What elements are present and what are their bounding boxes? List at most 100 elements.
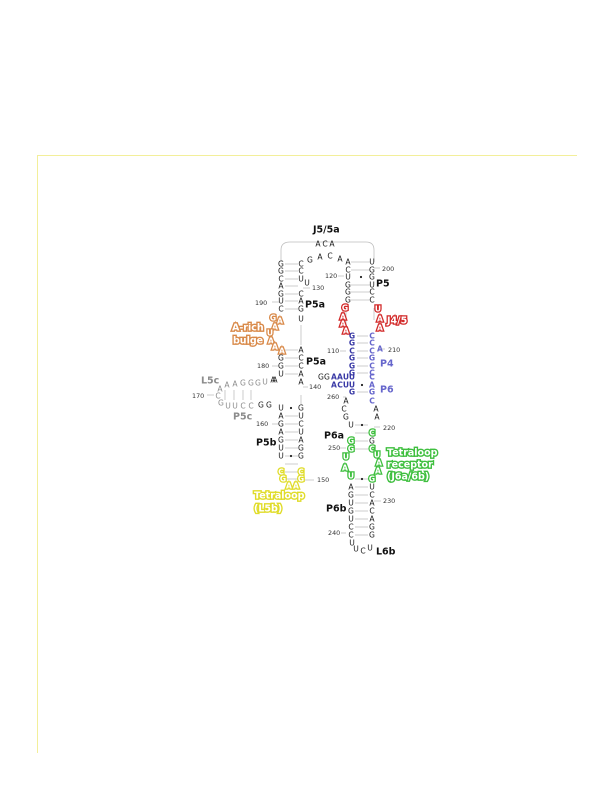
nucleotide-p6-l2: G	[324, 373, 330, 382]
nucleotide-p4-r7: A	[377, 345, 383, 354]
label-tetraloop-receptor-line3: (J6a/6b)	[387, 472, 429, 483]
nucleotide-tl-5: G	[298, 475, 304, 484]
nucleotide-p4-l1: G	[349, 332, 355, 341]
nucleotide-j45-r1: U	[375, 305, 381, 314]
label-tetraloop-line2: (L5b)	[254, 504, 282, 515]
nucleotide-p4-r3: C	[369, 347, 375, 356]
nucleotide-p5c-3: C	[240, 402, 245, 411]
nucleotide-j45-l1: G	[342, 304, 348, 313]
nucleotide-p5-l1: A	[345, 258, 351, 267]
nucleotide-p6b-l6: C	[348, 523, 353, 532]
nucleotide-p6-m2: C	[337, 381, 343, 390]
nucleotide-p5b-l6: U	[278, 444, 284, 453]
page-frame	[37, 155, 577, 753]
nucleotide-p6-m4: U	[349, 381, 355, 390]
nucleotide-tr-7: C	[369, 445, 375, 454]
nucleotide-p5c-4: C	[248, 402, 253, 411]
nucleotide-p6b-r5: A	[369, 515, 375, 524]
nucleotide-j55a-3: A	[329, 240, 335, 249]
nucleotide-p6b-l7: C	[348, 531, 353, 540]
label-p5a-top: P5a	[305, 300, 325, 311]
nucleotide-ar-5: A	[268, 337, 274, 346]
number-ticks	[207, 267, 385, 534]
nucleotide-p6-r2: A	[369, 381, 375, 390]
nucleotide-p5b-r5: A	[298, 436, 304, 445]
nucleotide-tr-4: A	[342, 464, 348, 473]
residue-number-210: 210	[388, 346, 400, 354]
nucleotide-j55a-2: C	[322, 240, 327, 249]
residue-number-250: 250	[328, 444, 340, 452]
residue-number-120: 120	[325, 272, 337, 280]
residue-number-110: 110	[327, 347, 339, 355]
nucleotide-p6-r3: G	[369, 388, 375, 397]
residue-number-230: 230	[383, 497, 395, 505]
nucleotide-p6b-r6: G	[369, 523, 375, 532]
nucleotide-p5-l5: G	[345, 288, 351, 297]
nucleotide-p5-l6: G	[345, 296, 351, 305]
nucleotide-l5c-8: A	[270, 376, 276, 385]
nucleotide-ar-1: G	[270, 314, 276, 323]
nucleotide-j45-r3: A	[377, 324, 383, 333]
nucleotide-p5a-l2: G	[278, 267, 284, 276]
nucleotide-p4-l3: C	[349, 347, 355, 356]
nucleotide-p6b-l4: G	[348, 507, 354, 516]
nucleotide-l6b-3: C	[360, 547, 365, 556]
label-l6b: L6b	[376, 547, 396, 558]
nucleotide-p6b-l3: U	[348, 499, 354, 508]
nucleotide-p4-r2: C	[369, 339, 375, 348]
nucleotide-p5a-r2: C	[298, 267, 303, 276]
nucleotide-p5a2-r5: A	[298, 378, 304, 387]
nucleotide-ar-6: A	[272, 343, 278, 352]
nucleotide-p5a2-l2: G	[278, 362, 284, 371]
nucleotide-p5-r5: C	[369, 288, 374, 297]
nucleotide-p6-m1: A	[331, 381, 337, 390]
nucleotide-p5a-l4: A	[278, 282, 284, 291]
residue-number-170: 170	[192, 392, 204, 400]
nucleotide-top-2: A	[317, 253, 323, 262]
nucleotide-p5b-r4: U	[298, 428, 304, 437]
nucleotide-l5c-6: G	[255, 379, 261, 388]
nucleotide-p6b-r2: C	[369, 491, 374, 500]
nucleotide-tl-2: G	[280, 475, 286, 484]
nucleotide-p5b-r6: G	[298, 444, 304, 453]
nucleotide-p5b-l7: U	[278, 452, 284, 461]
nucleotide-l5c-7: U	[262, 378, 268, 387]
label-p6a: P6a	[324, 431, 344, 442]
nucleotide-p6-r4: C	[369, 397, 375, 406]
nucleotide-p5b-r2: U	[298, 412, 304, 421]
nucleotide-l5c-1: A	[217, 385, 223, 394]
nucleotide-p6b-r7: G	[369, 531, 375, 540]
nucleotide-p5c-5: G	[258, 401, 264, 410]
nucleotide-p6b-r4: C	[369, 507, 374, 516]
base-pair-bonds	[224, 261, 370, 536]
nucleotide-p5a-l6: U	[278, 297, 284, 306]
nucleotide-p5b-l2: A	[278, 412, 284, 421]
nucleotide-p5-r6: C	[369, 296, 374, 305]
nucleotide-p5a2-l4: A	[272, 376, 278, 385]
nucleotide-p6-l6: U	[349, 373, 355, 382]
nucleotide-p5b-l5: G	[278, 436, 284, 445]
nucleotide-j45-l4: A	[343, 327, 349, 336]
nucleotide-p5a2-l1: G	[278, 354, 284, 363]
nucleotide-p4-l5: G	[349, 362, 355, 371]
nucleotide-j45-l2: A	[340, 313, 346, 322]
nucleotide-l5c-4: G	[240, 379, 246, 388]
label-tetraloop-receptor-line1: Tetraloop	[387, 448, 438, 459]
nucleotide-p6a-l2: C	[341, 405, 346, 414]
label-p6b: P6b	[326, 504, 347, 515]
nucleotide-p6a-r2: A	[374, 413, 380, 422]
nucleotide-p5a-l3: C	[278, 275, 283, 284]
nucleotide-tr-1: G	[348, 437, 354, 446]
nucleotide-p5a-r3: U	[298, 275, 304, 284]
nucleotide-j45-r2: A	[377, 315, 383, 324]
nucleotide-l5c-10: G	[218, 399, 224, 408]
domain-labels: J5/5a P5 P5a J4/5 P4 P5a P6 L5c P5c P5b …	[201, 225, 439, 558]
label-p5a-bottom: P5a	[306, 357, 326, 368]
nucleotide-p6-r1: C	[369, 373, 375, 382]
backbone-lines	[280, 241, 375, 405]
nucleotide-p4-r6: C	[369, 369, 375, 378]
residue-number-160: 160	[256, 420, 268, 428]
residue-number-140: 140	[309, 383, 321, 391]
nucleotide-p5a-r4: C	[298, 290, 303, 299]
